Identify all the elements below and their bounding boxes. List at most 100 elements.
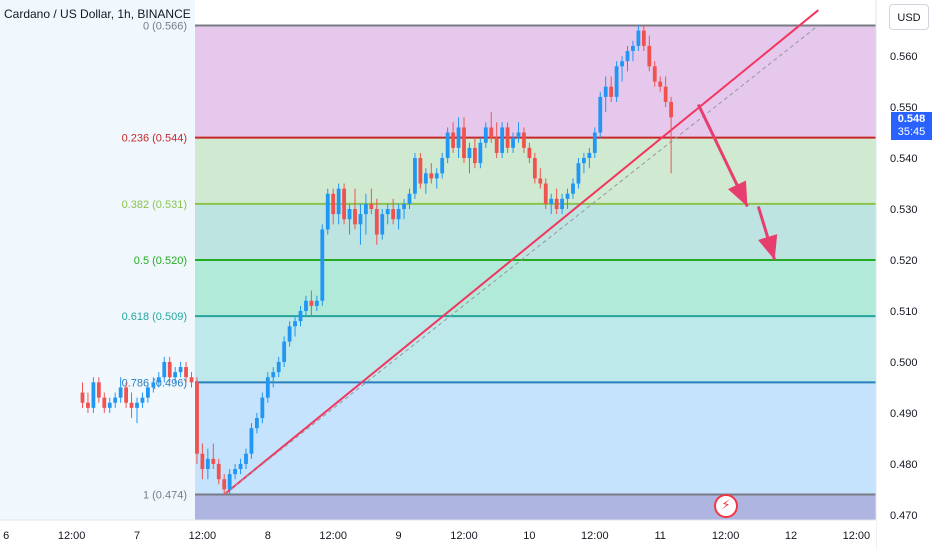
candle-body [271, 372, 276, 378]
candle-body [80, 392, 85, 403]
candle-body [314, 300, 319, 306]
candle-body [195, 382, 199, 454]
candle-body [636, 30, 641, 46]
candle-body [462, 127, 466, 159]
candle-body [418, 158, 423, 184]
flash-icon[interactable]: ⚡ [714, 494, 738, 518]
candle-body [620, 61, 624, 67]
fib-level-label: 0.236 (0.544) [122, 133, 187, 145]
candles [80, 25, 673, 495]
candle-body [663, 86, 668, 102]
candle-body [538, 178, 543, 184]
time-tick-label: 12:00 [712, 530, 740, 542]
candle-body [380, 214, 385, 235]
candle-body [102, 397, 107, 408]
candle-body [483, 127, 488, 143]
fib-band [195, 494, 876, 520]
candle-body [625, 50, 630, 62]
candle-body [582, 158, 586, 164]
candle-body [129, 402, 134, 408]
fib-level-label: 0.5 (0.520) [134, 255, 187, 267]
candle-body [543, 183, 548, 204]
trendline [223, 9, 819, 496]
fib-level-label: 0.618 (0.509) [122, 311, 187, 323]
time-axis-background [0, 520, 876, 550]
candle-body [151, 382, 156, 388]
candle-body [282, 341, 287, 362]
candle-body [511, 137, 515, 148]
candle-body [184, 367, 188, 378]
candle-body [353, 209, 357, 225]
fib-band [195, 203, 876, 260]
candle-body [527, 147, 532, 159]
candle-body [265, 377, 270, 398]
currency-button[interactable]: USD [889, 4, 929, 30]
candle-body [107, 402, 112, 408]
candle-body [309, 300, 314, 306]
price-tick-label: 0.540 [890, 153, 918, 165]
price-tick-label: 0.480 [890, 459, 918, 471]
time-tick-label: 12:00 [581, 530, 609, 542]
candle-body [658, 81, 663, 87]
candle-body [576, 163, 581, 184]
candle-body [369, 203, 374, 210]
candle-body [647, 45, 652, 67]
candle-body [222, 479, 227, 490]
candle-body [189, 377, 194, 383]
candle-body [473, 147, 477, 164]
price-tick-label: 0.490 [890, 408, 918, 420]
fib-band [195, 316, 876, 383]
time-tick-label: 6 [3, 530, 9, 542]
fib-band [195, 260, 876, 317]
chart-title: Cardano / US Dollar, 1h, BINANCE [4, 7, 191, 21]
candle-body [140, 397, 145, 403]
candle-body [238, 463, 243, 470]
price-tick-label: 0.500 [890, 357, 918, 369]
candle-body [331, 193, 336, 215]
time-tick-label: 12:00 [58, 530, 86, 542]
projection-arrow-head [727, 180, 748, 207]
price-tick-label: 0.510 [890, 306, 918, 318]
candle-body [598, 96, 603, 133]
candle-body [522, 132, 526, 148]
candle-body [211, 458, 216, 464]
candle-body [478, 142, 483, 164]
price-tick-label: 0.530 [890, 204, 918, 216]
candle-body [249, 428, 254, 454]
time-tick-label: 10 [523, 530, 535, 542]
fib-level-label: 0.382 (0.531) [122, 199, 187, 211]
candle-body [614, 66, 619, 97]
candle-body [173, 372, 178, 378]
candle-body [592, 132, 597, 153]
time-tick-label: 8 [265, 530, 271, 542]
candle-body [325, 193, 330, 230]
candle-body [565, 193, 570, 199]
fib-level-label: 0 (0.566) [143, 20, 187, 32]
fib-level-label: 1 (0.474) [143, 490, 187, 502]
candle-body [91, 382, 96, 408]
candle-body [402, 203, 406, 210]
candle-body [445, 132, 450, 159]
left-background [0, 0, 195, 520]
time-tick-label: 12:00 [189, 530, 217, 542]
candle-body [500, 127, 505, 153]
candle-body [156, 377, 161, 383]
candle-body [342, 188, 346, 220]
candle-body [456, 127, 461, 148]
candle-body [571, 183, 575, 194]
candle-body [200, 453, 205, 470]
candle-body [631, 45, 635, 51]
candle-body [124, 387, 128, 403]
current-price-badge: 0.548 35:45 [891, 112, 932, 140]
candle-body [364, 203, 368, 215]
fib-band [195, 25, 876, 138]
candle-body [413, 158, 417, 194]
bar-countdown: 35:45 [897, 126, 926, 138]
candle-body [669, 101, 673, 118]
candle-body [451, 132, 455, 148]
price-axis-background [876, 0, 932, 550]
candle-body [407, 193, 412, 204]
candle-body [96, 382, 101, 398]
price-tick-label: 0.550 [890, 102, 918, 114]
